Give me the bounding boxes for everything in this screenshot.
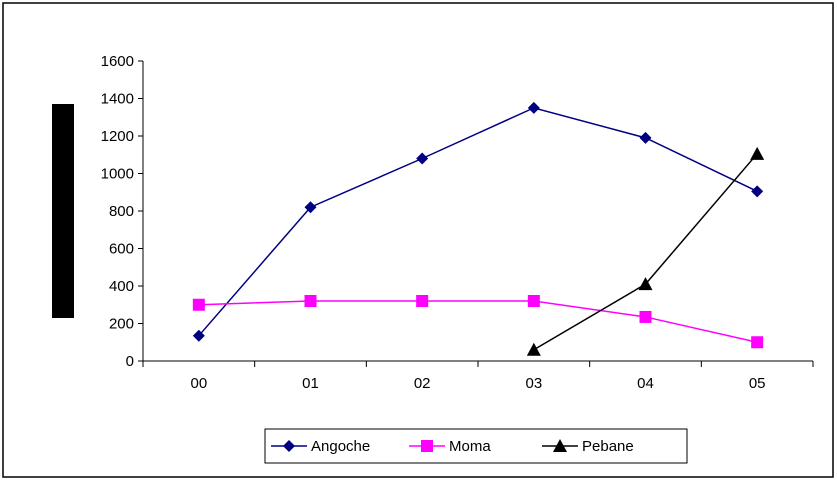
- data-point-pebane: [750, 146, 765, 160]
- data-point-moma: [304, 295, 317, 307]
- data-point-angoche: [639, 131, 652, 144]
- series-line-angoche: [198, 107, 758, 337]
- data-point-moma: [751, 336, 764, 349]
- data-point-moma: [639, 310, 652, 323]
- y-tick-label: 1600: [101, 53, 134, 70]
- ylabel-redaction-block: [52, 104, 74, 318]
- x-tick-label: 02: [414, 375, 431, 392]
- x-tick-label: 03: [525, 375, 542, 392]
- legend-marker-pebane: [553, 439, 567, 452]
- legend-label-pebane: Pebane: [582, 438, 634, 455]
- data-point-moma: [416, 295, 429, 307]
- x-tick-label: 01: [302, 375, 319, 392]
- series-moma: [192, 295, 764, 349]
- y-tick-label: 1400: [101, 91, 134, 108]
- legend: Angoche Moma Pebane: [264, 428, 688, 464]
- series-line-moma: [198, 300, 758, 343]
- data-point-angoche: [192, 329, 205, 342]
- series-layer: [192, 101, 765, 356]
- axes: 0 200 400 600 800 1000 1200 1400 1600 00 01 02 03 04 0…: [101, 53, 814, 392]
- legend-label-angoche: Angoche: [311, 438, 370, 455]
- data-point-angoche: [751, 185, 764, 198]
- data-point-angoche: [304, 201, 317, 214]
- legend-label-moma: Moma: [449, 438, 491, 455]
- data-point-moma: [192, 298, 205, 311]
- legend-marker-angoche: [283, 440, 295, 452]
- y-tick-label: 0: [126, 353, 134, 370]
- x-tick-label: 04: [637, 375, 654, 392]
- y-tick-label: 1200: [101, 128, 134, 145]
- data-point-angoche: [416, 152, 429, 165]
- data-point-pebane: [526, 342, 541, 356]
- y-tick-label: 400: [109, 278, 134, 295]
- data-point-pebane: [638, 277, 653, 291]
- data-point-moma: [527, 295, 540, 307]
- series-pebane: [526, 146, 765, 356]
- x-tick-label: 00: [190, 375, 207, 392]
- y-tick-label: 600: [109, 241, 134, 258]
- legend-box: [264, 428, 688, 464]
- x-tick-label: 05: [749, 375, 766, 392]
- y-tick-label: 1000: [101, 166, 134, 183]
- series-angoche: [192, 101, 764, 342]
- data-point-angoche: [527, 101, 540, 114]
- y-tick-label: 200: [109, 316, 134, 333]
- legend-marker-moma: [421, 440, 433, 452]
- y-tick-label: 800: [109, 203, 134, 220]
